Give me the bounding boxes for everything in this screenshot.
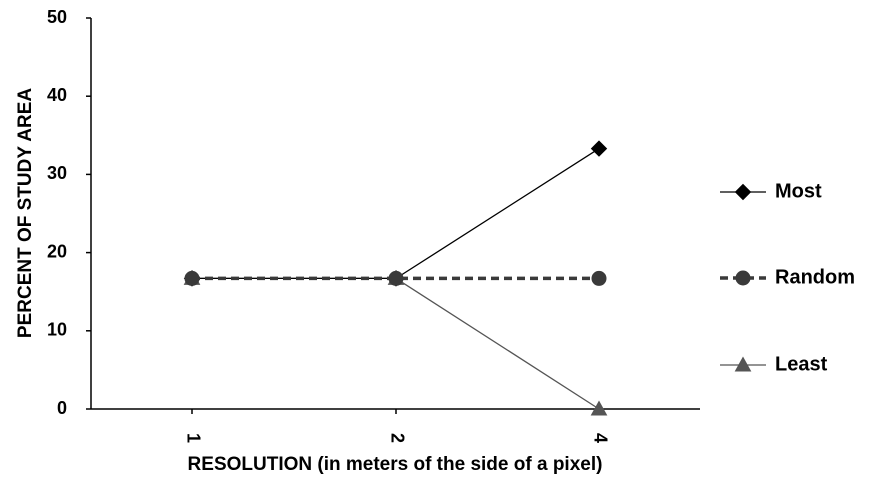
legend-label: Random [775,266,855,288]
y-tick-label: 10 [47,320,67,340]
x-tick-label: 1 [183,433,203,443]
data-point-least [590,400,608,416]
legend-item-random: Random [720,266,855,288]
data-point-most [590,140,608,157]
legend-label: Most [775,180,822,202]
x-tick-label: 2 [387,433,407,443]
legend: Most Random Least [720,180,855,375]
y-axis-title: PERCENT OF STUDY AREA [15,88,36,338]
legend-item-least: Least [720,353,828,375]
plot-area [90,18,700,410]
series-random [184,270,607,286]
data-point-random [591,270,607,286]
legend-label: Least [775,353,828,375]
series-least [183,269,608,416]
y-tick-label: 30 [47,163,67,183]
series-most [183,140,608,287]
series-line-most [192,148,600,280]
y-tick-label: 40 [47,85,67,105]
data-point-random [388,270,404,286]
series-line-least [192,277,600,410]
x-axis-ticks: 1 2 4 [183,409,610,443]
y-axis-ticks: 0 10 20 30 40 50 [47,7,91,418]
data-point-random [184,270,200,286]
y-tick-label: 20 [47,241,67,261]
series-layer [183,140,608,416]
legend-marker [734,183,752,201]
x-axis-title: RESOLUTION (in meters of the side of a p… [188,454,603,475]
y-tick-label: 0 [57,398,67,418]
x-tick-label: 4 [590,433,610,443]
legend-marker [735,270,751,286]
y-tick-label: 50 [47,7,67,27]
legend-marker [734,356,752,372]
legend-item-most: Most [720,180,822,202]
